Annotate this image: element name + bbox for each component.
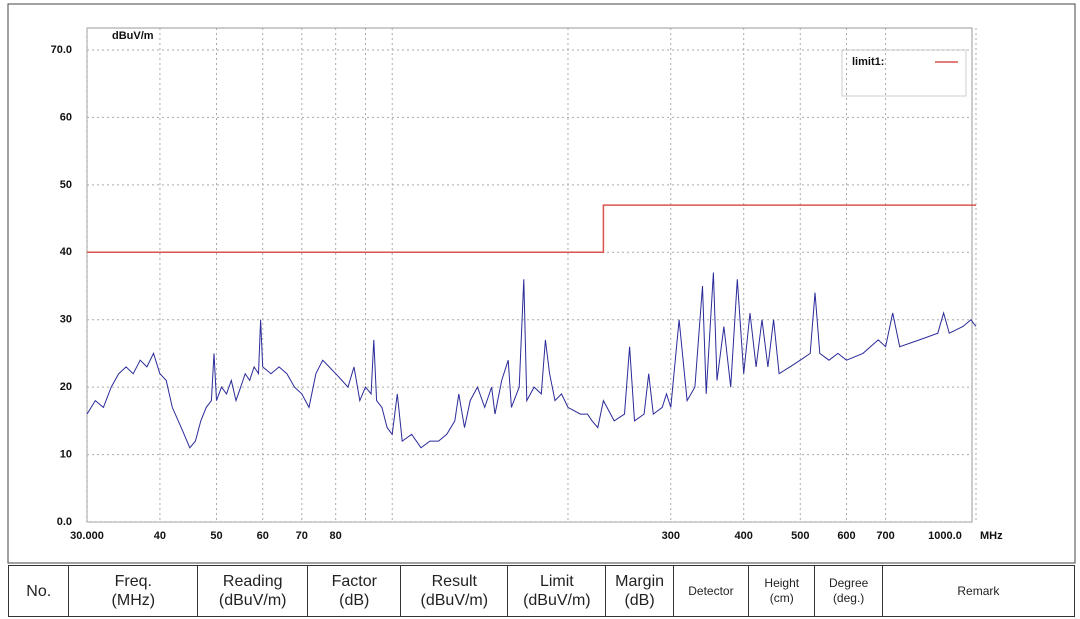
header-text: (dBuV/m) <box>420 592 489 609</box>
x-tick-label: 700 <box>876 530 894 542</box>
header-text: Height <box>764 576 800 590</box>
header-cell: Remark <box>883 566 1074 616</box>
x-tick-label: 50 <box>210 530 222 542</box>
header-text: Result <box>431 573 477 590</box>
x-tick-label: 600 <box>837 530 855 542</box>
series-line <box>87 204 976 254</box>
header-text: Freq. <box>114 573 152 590</box>
header-text: (dBuV/m) <box>218 592 287 609</box>
x-tick-label: 30.000 <box>70 530 104 542</box>
x-tick-label: 40 <box>154 530 166 542</box>
x-tick-label: 500 <box>791 530 809 542</box>
y-unit: dBuV/m <box>112 30 154 42</box>
series-line <box>86 272 977 449</box>
header-cell: Freq. (MHz) <box>69 566 199 616</box>
y-tick-label: 20 <box>60 381 72 393</box>
header-cell: Result (dBuV/m) <box>401 566 509 616</box>
header-cell: Factor (dB) <box>308 566 402 616</box>
y-tick-label: 30 <box>60 314 72 326</box>
x-tick-label: 70 <box>296 530 308 542</box>
header-text: Margin <box>615 573 665 590</box>
header-text: Remark <box>957 583 1000 598</box>
legend-box <box>841 49 967 97</box>
header-cell: Height (cm) <box>749 566 816 616</box>
table-header: No. Freq. (MHz) Reading (dBuV/m) Factor (dB) Re… <box>8 565 1075 617</box>
y-tick-label: 60 <box>60 111 72 123</box>
header-text: (deg.) <box>832 591 865 605</box>
header-cell: Margin (dB) <box>606 566 674 616</box>
y-tick-label: 50 <box>60 179 72 191</box>
header-cell: Degree (deg.) <box>815 566 883 616</box>
x-unit: MHz <box>980 530 1003 542</box>
chart: dBuV/m MHz 0.0 10 20 30 40 50 60 70.0 30.000 40 50… <box>7 3 1076 564</box>
header-text: Limit <box>539 573 574 590</box>
header-text: (MHz) <box>111 592 156 609</box>
y-tick-label: 0.0 <box>57 516 72 528</box>
y-tick-label: 40 <box>60 246 72 258</box>
plot-area <box>86 27 973 523</box>
x-tick-label: 1000.0 <box>928 530 962 542</box>
x-tick-label: 80 <box>330 530 342 542</box>
header-text: (dBuV/m) <box>523 592 591 609</box>
header-text: No. <box>26 582 52 600</box>
x-tick-label: 400 <box>735 530 753 542</box>
y-tick-label: 10 <box>60 448 72 460</box>
header-cell: Limit (dBuV/m) <box>508 566 607 616</box>
header-text: (dB) <box>624 592 655 609</box>
y-tick-label: 70.0 <box>51 44 72 56</box>
header-text: Factor <box>331 573 377 590</box>
legend-label: limit1: <box>852 56 884 68</box>
x-tick-label: 300 <box>662 530 680 542</box>
header-text: (cm) <box>769 591 794 605</box>
header-text: Detector <box>688 583 734 598</box>
header-cell: Detector <box>674 566 750 616</box>
header-cell: No. <box>9 566 70 616</box>
x-tick-label: 60 <box>257 530 269 542</box>
header-cell: Reading (dBuV/m) <box>198 566 309 616</box>
header-text: (dB) <box>339 592 370 609</box>
header-text: Reading <box>222 573 283 590</box>
header-text: Degree <box>828 576 869 590</box>
